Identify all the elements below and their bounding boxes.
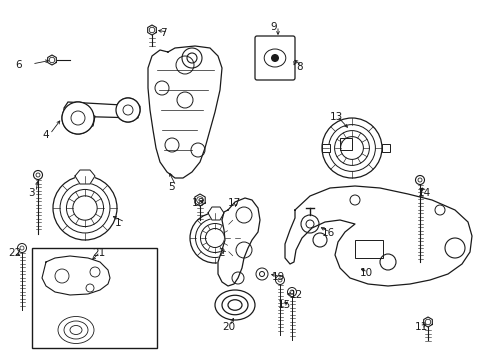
Text: 11: 11 xyxy=(415,322,428,332)
Bar xyxy=(355,240,383,258)
Polygon shape xyxy=(208,207,224,220)
Circle shape xyxy=(271,54,279,62)
Circle shape xyxy=(62,102,94,134)
Text: 3: 3 xyxy=(28,188,35,198)
FancyBboxPatch shape xyxy=(255,36,295,80)
Text: 8: 8 xyxy=(296,62,303,72)
Text: 9: 9 xyxy=(270,22,277,32)
Bar xyxy=(382,144,390,152)
Polygon shape xyxy=(75,170,95,184)
Polygon shape xyxy=(68,114,95,126)
Circle shape xyxy=(116,98,140,122)
Text: 17: 17 xyxy=(228,198,241,208)
Text: 6: 6 xyxy=(15,60,22,70)
Circle shape xyxy=(116,98,140,122)
Circle shape xyxy=(301,215,319,233)
Polygon shape xyxy=(285,186,472,286)
Circle shape xyxy=(62,102,94,134)
Bar xyxy=(340,138,352,150)
Polygon shape xyxy=(218,198,260,286)
Text: 10: 10 xyxy=(360,268,373,278)
Text: 15: 15 xyxy=(278,300,291,310)
Bar xyxy=(322,144,330,152)
Polygon shape xyxy=(64,102,140,118)
Text: 18: 18 xyxy=(192,198,205,208)
Text: 21: 21 xyxy=(92,248,105,258)
Text: 2: 2 xyxy=(218,248,224,258)
Polygon shape xyxy=(148,46,222,178)
Circle shape xyxy=(322,118,382,178)
Text: 22: 22 xyxy=(8,248,21,258)
Text: 13: 13 xyxy=(330,112,343,122)
Circle shape xyxy=(53,176,117,240)
Text: 7: 7 xyxy=(160,28,167,38)
Text: 5: 5 xyxy=(168,182,174,192)
Text: 20: 20 xyxy=(222,322,235,332)
Text: 12: 12 xyxy=(290,290,303,300)
Text: 14: 14 xyxy=(418,188,431,198)
Circle shape xyxy=(190,213,240,263)
Polygon shape xyxy=(42,256,110,295)
Text: 19: 19 xyxy=(272,272,285,282)
Text: 1: 1 xyxy=(115,218,122,228)
Text: 4: 4 xyxy=(42,130,49,140)
Bar xyxy=(32,248,157,348)
Text: 16: 16 xyxy=(322,228,335,238)
